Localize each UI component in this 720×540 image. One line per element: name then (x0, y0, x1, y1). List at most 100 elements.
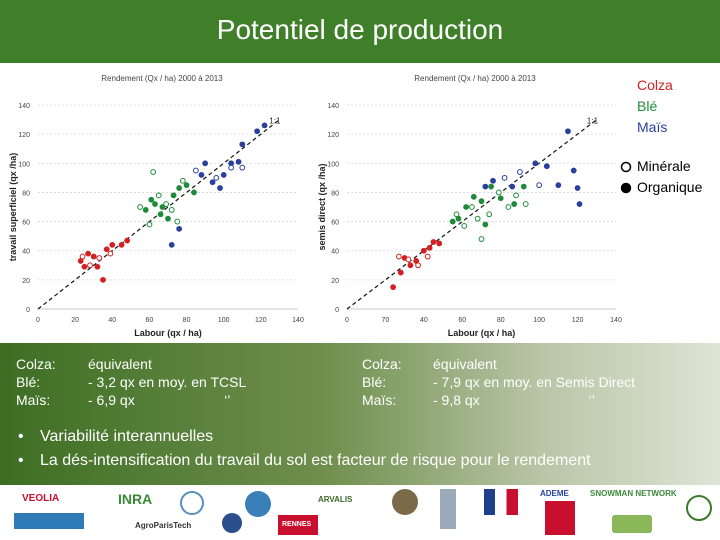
logo-placeholder-icon (612, 515, 652, 533)
data-point-colza (430, 239, 437, 245)
data-point-colza (85, 250, 92, 257)
x-tick-label: 70 (382, 317, 390, 324)
data-point-mas (239, 141, 246, 148)
x-tick-label: 40 (108, 317, 116, 324)
y-tick-label: 80 (331, 190, 339, 197)
x-tick-label: 60 (458, 317, 466, 324)
x-tick-label: 0 (345, 317, 349, 324)
x-tick-label: 140 (610, 317, 622, 324)
data-point-mas (254, 128, 261, 135)
data-point-colza (395, 253, 402, 260)
x-tick-label: 0 (36, 317, 40, 324)
y-tick-label: 0 (335, 307, 339, 314)
data-point-mas (501, 174, 508, 181)
y-tick-label: 100 (327, 161, 339, 168)
y-tick-label: 120 (18, 132, 30, 139)
data-point-bl (168, 207, 175, 213)
data-point-mas (176, 225, 183, 232)
data-point-bl (191, 189, 197, 196)
data-point-colza (415, 262, 421, 269)
data-point-colza (424, 253, 431, 260)
data-point-colza (87, 262, 93, 269)
data-point-colza (405, 256, 412, 263)
data-point-mas (517, 169, 523, 175)
data-point-colza (124, 237, 131, 244)
left-comparison-values: équivalent - 3,2 qx en moy. en TCSL - 6,… (88, 356, 247, 408)
data-point-mas (574, 185, 581, 191)
data-point-bl (176, 185, 183, 191)
data-point-bl (453, 211, 460, 218)
logo-veolia: VEOLIA (22, 493, 60, 504)
data-point-mas (213, 174, 220, 181)
data-point-bl (150, 169, 157, 175)
logo-placeholder-icon (180, 491, 204, 515)
data-point-colza (420, 247, 427, 254)
legend-crop-mais: Maïs (637, 119, 668, 135)
data-point-mas (261, 122, 268, 129)
data-point-colza (90, 253, 97, 260)
y-axis-label: travail superficiel (qx /ha) (8, 153, 18, 262)
data-point-bl (497, 195, 504, 202)
scatter-chart-1: Rendement (Qx / ha) 2000 à 2013 0 20 40 60 80… (8, 74, 304, 338)
slide-title: Potentiel de production (216, 14, 504, 45)
data-point-bl (170, 192, 177, 199)
x-tick-label: 100 (218, 317, 230, 324)
data-point-colza (407, 262, 414, 269)
data-point-bl (183, 182, 190, 189)
data-point-bl (137, 204, 144, 210)
data-point-colza (94, 263, 101, 270)
y-tick-label: 60 (331, 220, 339, 227)
logo-placeholder-icon (545, 501, 575, 535)
data-point-bl (159, 204, 166, 210)
data-point-bl (461, 223, 468, 229)
y-tick-label: 80 (22, 190, 30, 197)
legend-type-organique: Organique (637, 179, 703, 195)
data-point-mas (532, 160, 539, 167)
title-bar: Potentiel de production (0, 0, 720, 63)
data-point-mas (168, 241, 175, 248)
reference-line-1-1 (346, 119, 598, 310)
data-point-colza (436, 240, 443, 247)
data-point-mas (198, 172, 205, 178)
y-tick-label: 140 (18, 103, 30, 110)
right-comparison-values: équivalent - 7,9 qx en moy. en Semis Dir… (433, 356, 636, 408)
data-point-colza (79, 253, 86, 260)
data-point-mas (509, 183, 516, 190)
logo-rennes: RENNES (282, 521, 312, 528)
legend-type-minerale: Minérale (637, 158, 691, 174)
x-tick-label: 100 (533, 317, 545, 324)
data-point-mas (570, 167, 577, 174)
data-point-mas (220, 172, 227, 178)
data-point-bl (468, 204, 475, 210)
charts-svg: Rendement (Qx / ha) 2000 à 2013 0 20 40 60 80… (8, 74, 622, 338)
legend-filled-marker-icon (620, 182, 632, 194)
reference-line-1-1 (37, 119, 280, 310)
logo-agroparistech: AgroParisTech (135, 521, 192, 530)
y-tick-label: 140 (327, 103, 339, 110)
data-point-colza (426, 244, 433, 251)
data-point-bl (474, 215, 481, 222)
bullet-icon: • (18, 452, 24, 469)
logo-arvalis: ARVALIS (318, 495, 353, 504)
left-comparison-crops: Colza: Blé: Maïs: (16, 356, 56, 408)
logo-snowman-network: SNOWMAN NETWORK (590, 489, 677, 498)
data-point-mas (202, 160, 209, 167)
data-point-colza (397, 269, 404, 276)
chart-title: Rendement (Qx / ha) 2000 à 2013 (101, 74, 223, 83)
data-point-colza (107, 250, 114, 257)
x-axis-label: Labour (qx / ha) (134, 328, 202, 338)
data-point-bl (163, 201, 170, 207)
x-tick-label: 120 (572, 317, 584, 324)
logo-placeholder-icon (222, 513, 242, 533)
y-axis-label: semis direct (qx /ha) (317, 163, 327, 250)
data-point-colza (96, 255, 103, 261)
legend-open-marker-icon (620, 161, 632, 173)
legend-crop-colza: Colza (637, 77, 673, 93)
data-point-bl (482, 221, 489, 228)
data-point-bl (470, 193, 477, 200)
data-point-bl (142, 207, 149, 213)
bullet-icon: • (18, 428, 24, 445)
y-tick-label: 40 (22, 249, 30, 256)
summary-panel: Colza: Blé: Maïs: équivalent - 3,2 qx en… (0, 343, 720, 485)
data-point-bl (146, 221, 153, 228)
